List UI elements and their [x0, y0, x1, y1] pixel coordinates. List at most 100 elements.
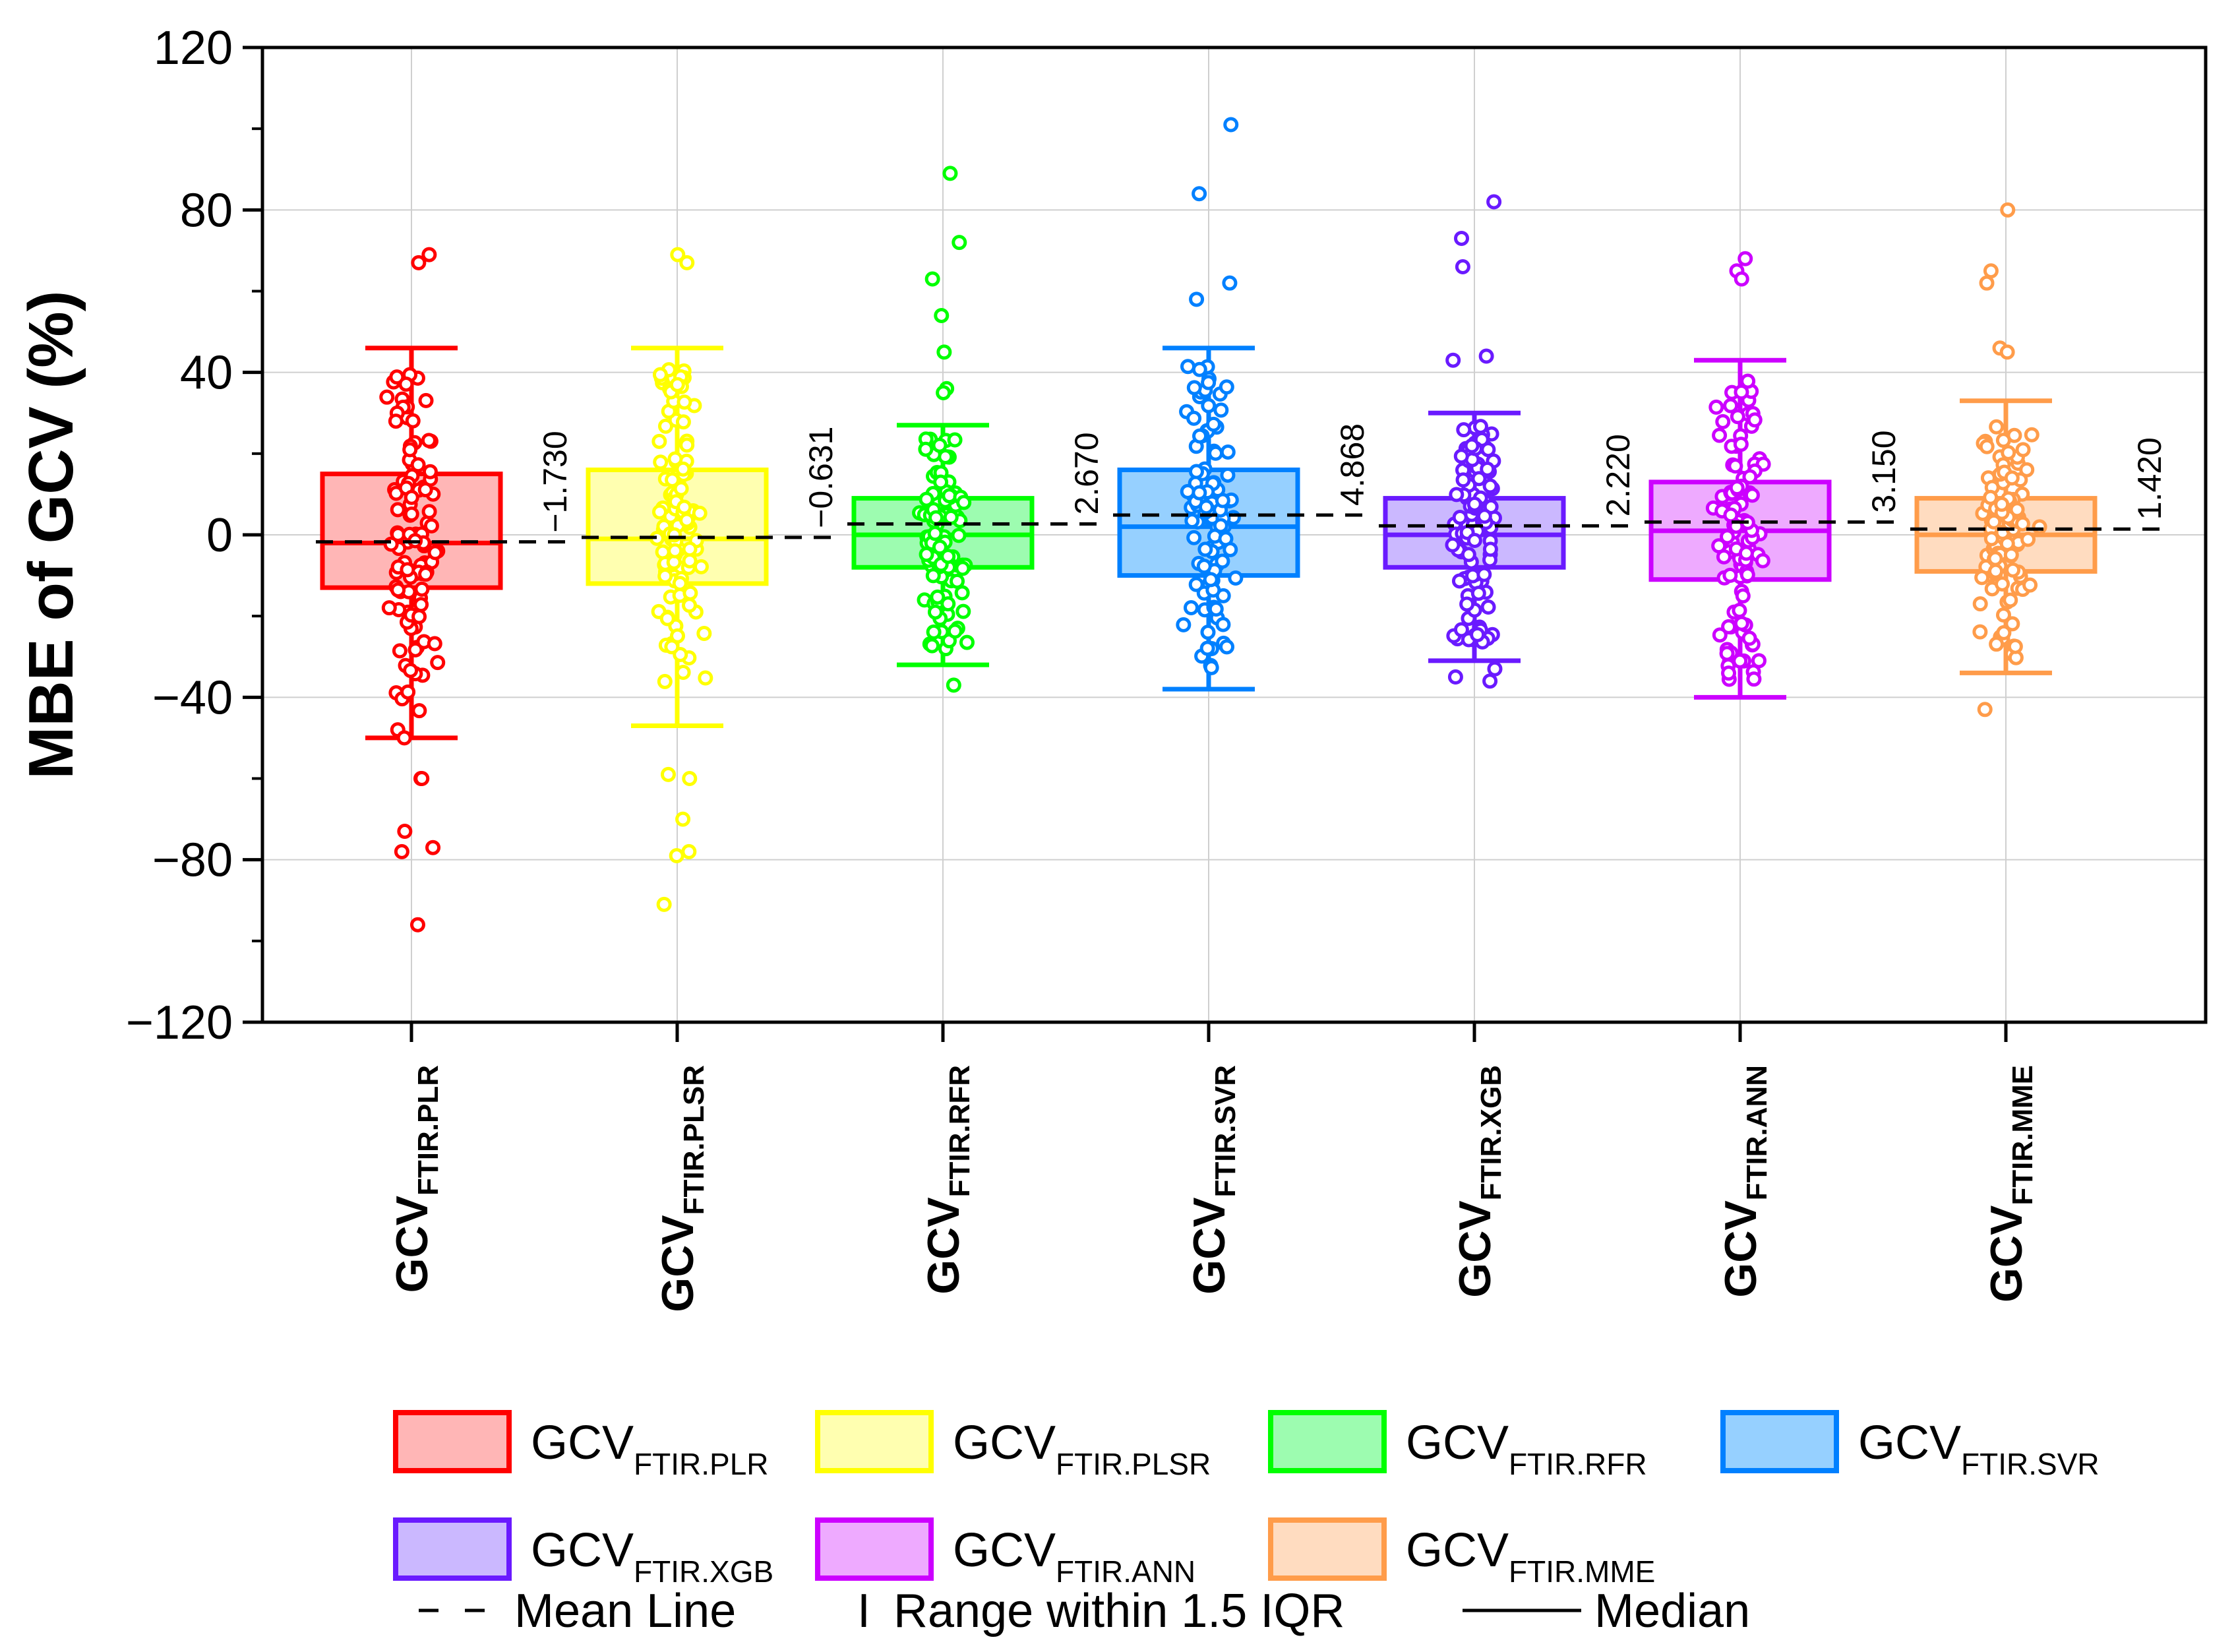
legend-label: GCVFTIR.RFR — [1406, 1417, 1647, 1481]
data-point — [677, 394, 692, 410]
data-point — [2003, 592, 2018, 608]
data-point — [392, 643, 408, 659]
data-point — [1176, 617, 1192, 632]
legend-range-label: Range within 1.5 IQR — [893, 1585, 1345, 1637]
legend-label-sub: FTIR.PLR — [634, 1447, 768, 1481]
category-label-main: GCV — [653, 1215, 703, 1312]
data-point — [1720, 529, 1736, 545]
data-point — [2022, 577, 2038, 593]
data-point — [388, 413, 404, 429]
data-point — [408, 642, 423, 658]
mean-value-label: 2.220 — [1600, 434, 1637, 516]
data-point — [390, 582, 406, 598]
legend-swatch — [1268, 1517, 1387, 1581]
legend-swatch — [815, 1410, 934, 1473]
legend-label-sub: FTIR.PLSR — [1056, 1447, 1211, 1481]
data-point — [411, 609, 427, 625]
outlier-point — [1454, 230, 1470, 246]
outlier-point — [1979, 275, 1995, 291]
data-point — [1732, 603, 1747, 619]
data-point — [1213, 402, 1229, 418]
data-point — [1715, 413, 1731, 429]
data-point — [1201, 398, 1217, 413]
category-label-sub: FTIR.MME — [2007, 1065, 2039, 1206]
data-point — [1979, 439, 1995, 454]
data-point — [1466, 533, 1482, 549]
outlier-point — [942, 166, 958, 181]
data-point — [1482, 541, 1498, 557]
data-point — [1708, 399, 1724, 415]
outlier-point — [411, 255, 427, 270]
outlier-point — [679, 255, 695, 270]
data-point — [1480, 599, 1496, 615]
mean-value-label: −1.730 — [537, 431, 574, 532]
legend-swatch — [393, 1410, 512, 1473]
legend-label-sub: FTIR.RFR — [1509, 1447, 1647, 1481]
data-point — [672, 576, 688, 592]
data-point — [1986, 514, 2002, 530]
data-point — [925, 568, 941, 584]
data-point — [1476, 508, 1492, 524]
data-point — [1215, 493, 1230, 508]
data-point — [681, 597, 697, 613]
data-point — [955, 603, 971, 619]
mean-value-label: 2.670 — [1068, 432, 1105, 514]
outlier-point — [1487, 661, 1503, 677]
data-point — [940, 596, 956, 612]
data-point — [413, 597, 429, 613]
data-point — [390, 502, 406, 518]
legend-label-main: GCV — [1406, 1417, 1509, 1469]
data-point — [417, 482, 433, 498]
outlier-point — [1192, 186, 1207, 202]
category-label-ftir-ann: GCVFTIR.ANN — [1716, 1065, 1773, 1298]
data-point — [427, 636, 442, 652]
data-point — [2032, 519, 2047, 535]
data-point — [1461, 547, 1476, 563]
data-point — [1996, 625, 2012, 640]
data-point — [1453, 448, 1469, 464]
data-point — [947, 623, 963, 639]
data-point — [932, 437, 948, 453]
outlier-point — [409, 917, 425, 933]
data-point — [1192, 428, 1208, 444]
data-point — [1751, 653, 1767, 669]
data-point — [1744, 487, 1760, 503]
y-tick-label: 120 — [154, 22, 233, 75]
data-point — [940, 549, 956, 565]
data-point — [423, 518, 439, 534]
data-point — [421, 433, 437, 448]
data-point — [1972, 624, 1988, 640]
points-ftir-rfr — [912, 166, 975, 693]
data-point — [1994, 497, 2010, 512]
data-point — [1755, 553, 1770, 568]
data-point — [1740, 373, 1756, 389]
data-point — [1197, 541, 1213, 557]
category-label-main: GCV — [1184, 1197, 1234, 1294]
data-point — [1735, 588, 1751, 604]
mean-value-label: 3.150 — [1865, 430, 1902, 512]
data-point — [1734, 384, 1749, 400]
outlier-point — [656, 896, 672, 912]
points-ftir-xgb — [1445, 194, 1503, 689]
data-point — [1215, 553, 1230, 569]
data-point — [1459, 596, 1475, 612]
points-ftir-plr — [379, 247, 446, 933]
legend-label-sub: FTIR.MME — [1509, 1554, 1655, 1589]
data-points — [379, 117, 2047, 933]
legend-item-ftir-mme: GCVFTIR.MME — [1268, 1517, 1655, 1589]
outlier-point — [1223, 117, 1239, 133]
data-point — [1186, 530, 1202, 545]
category-label-ftir-xgb: GCVFTIR.XGB — [1450, 1065, 1507, 1298]
data-point — [651, 504, 667, 520]
outlier-point — [425, 840, 441, 855]
data-point — [1192, 485, 1207, 501]
data-point — [2019, 462, 2035, 477]
data-point — [1203, 572, 1219, 588]
legend-label-sub: FTIR.ANN — [1056, 1554, 1195, 1589]
outlier-point — [946, 677, 961, 693]
y-tick-label: 40 — [180, 347, 233, 400]
category-label-ftir-svr: GCVFTIR.SVR — [1184, 1065, 1242, 1295]
data-point — [418, 392, 434, 408]
data-point — [1995, 607, 2011, 623]
data-point — [1983, 489, 1999, 505]
